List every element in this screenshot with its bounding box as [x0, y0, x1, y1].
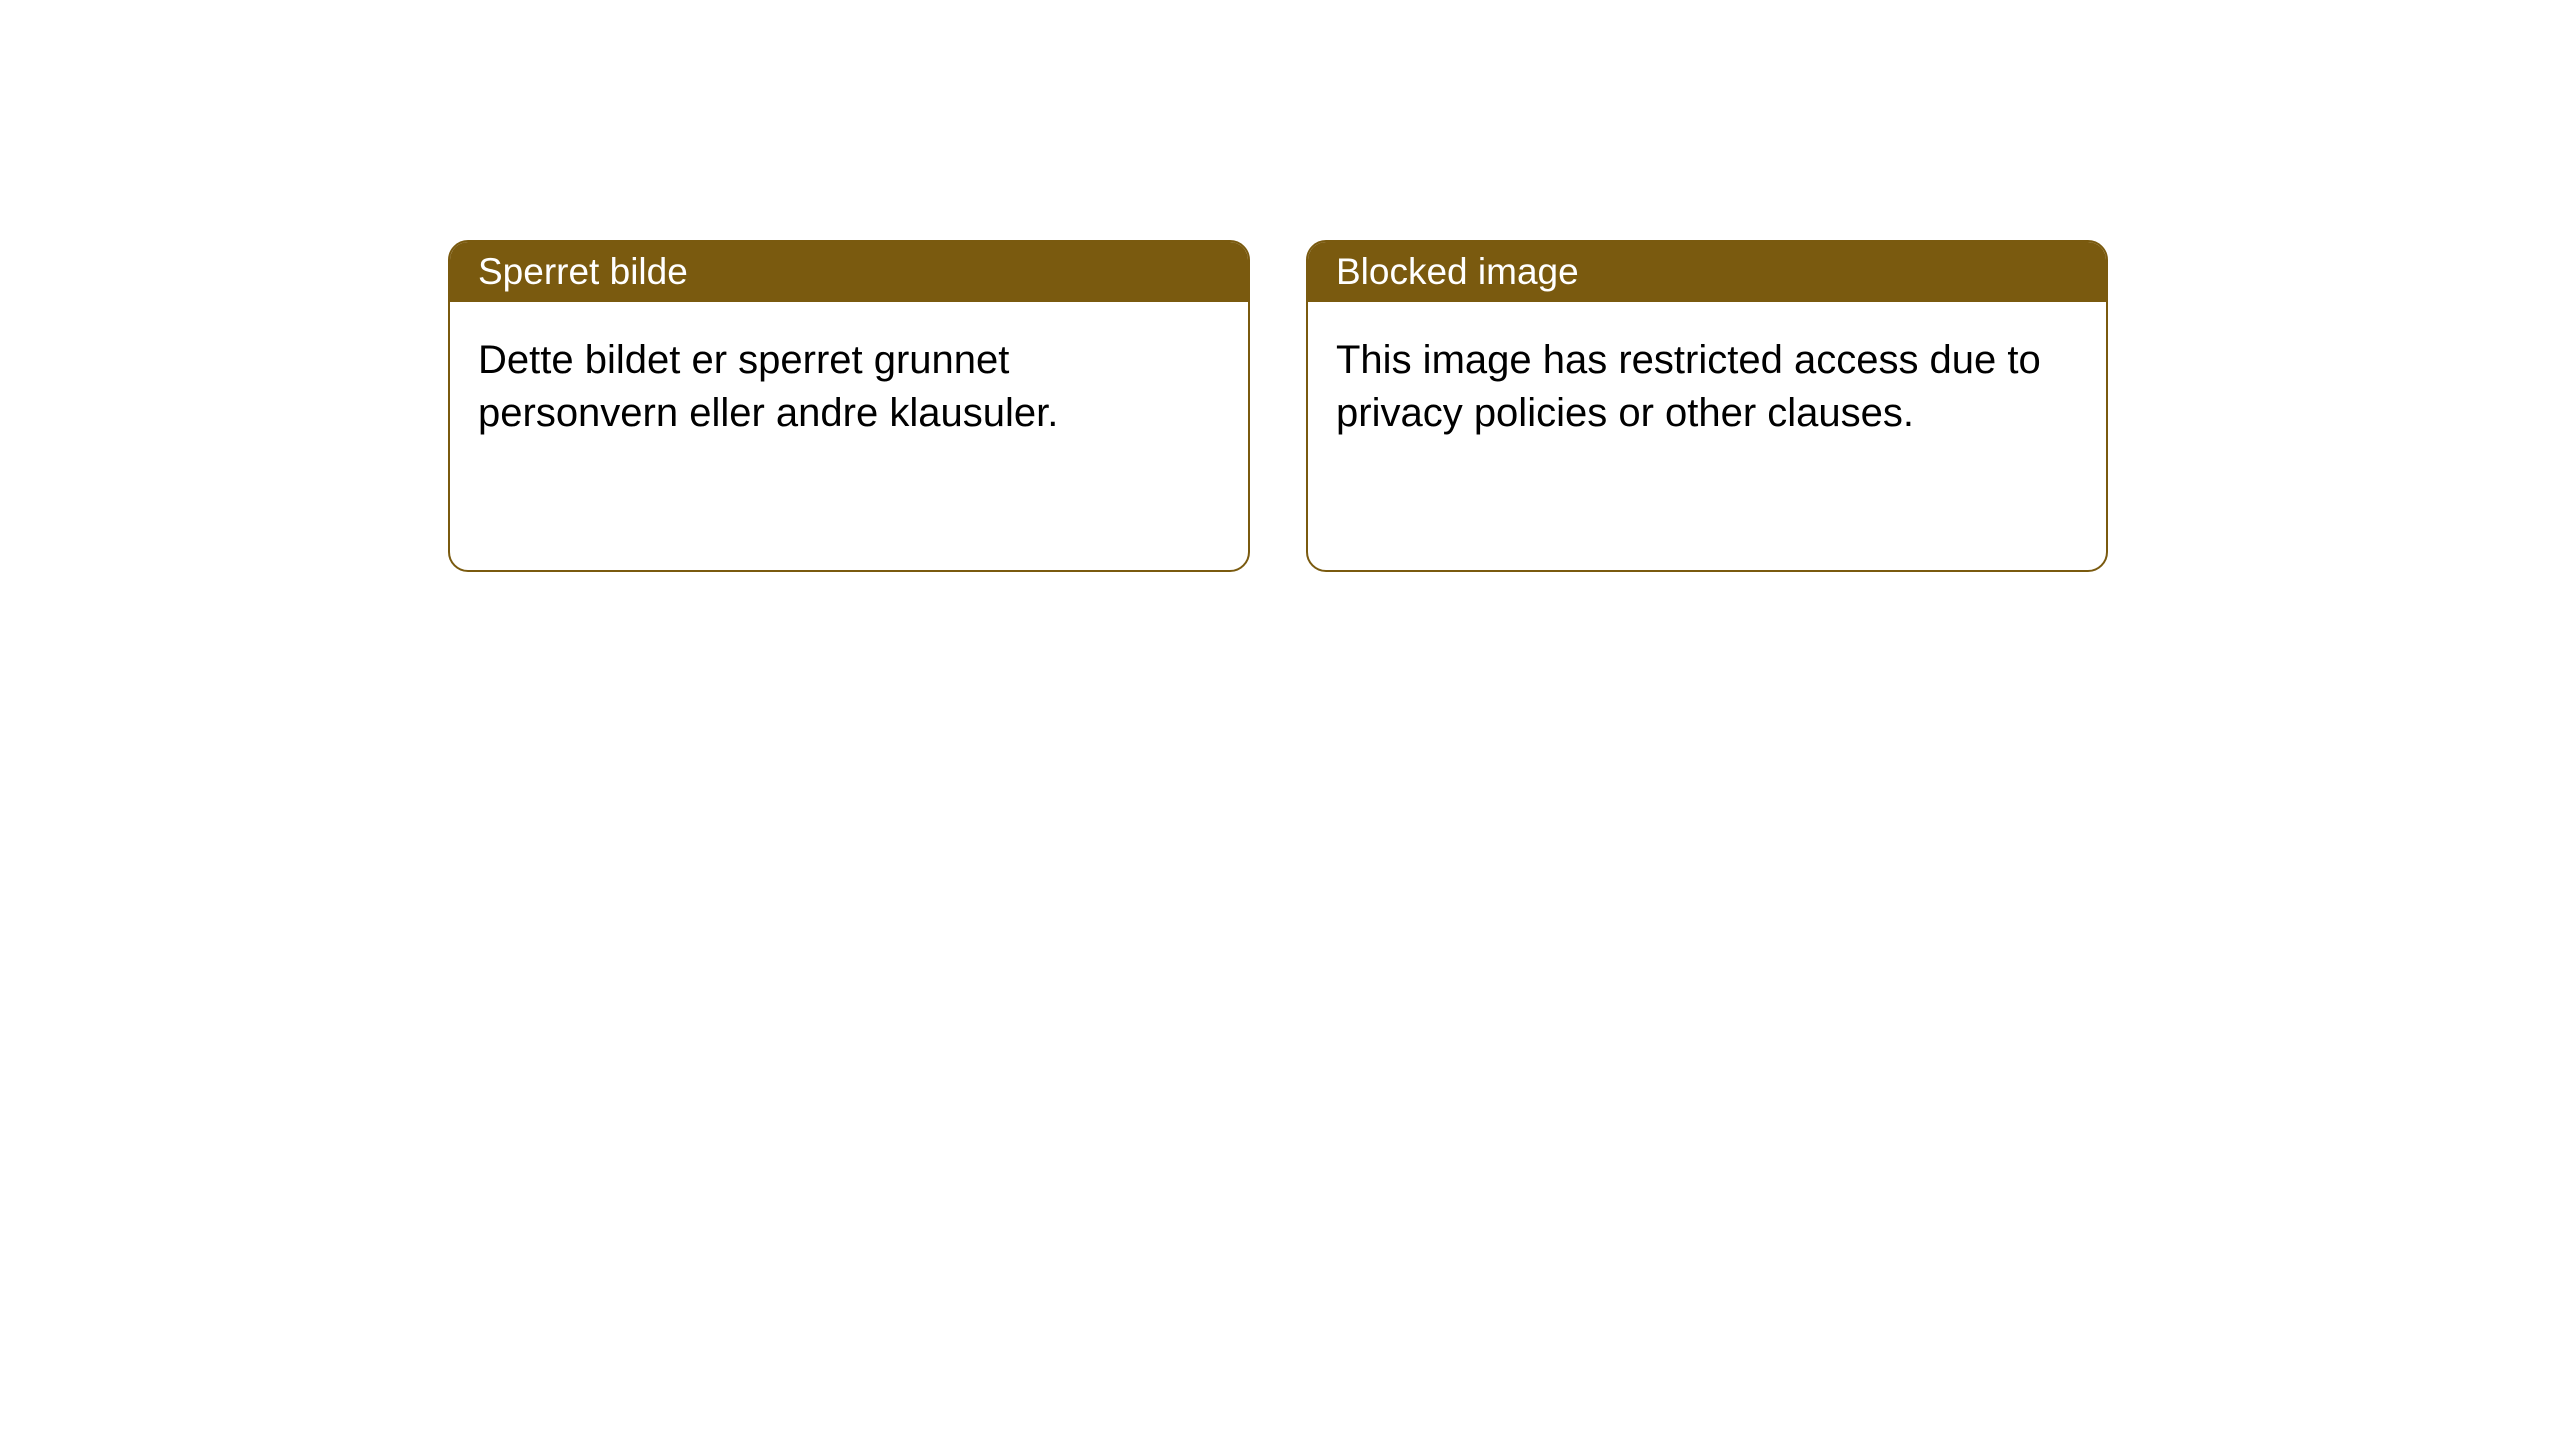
notices-container: Sperret bilde Dette bildet er sperret gr…: [0, 0, 2560, 572]
notice-box-english: Blocked image This image has restricted …: [1306, 240, 2108, 572]
notice-box-norwegian: Sperret bilde Dette bildet er sperret gr…: [448, 240, 1250, 572]
notice-title: Sperret bilde: [450, 242, 1248, 302]
notice-message: Dette bildet er sperret grunnet personve…: [450, 302, 1248, 570]
notice-title: Blocked image: [1308, 242, 2106, 302]
notice-message: This image has restricted access due to …: [1308, 302, 2106, 570]
